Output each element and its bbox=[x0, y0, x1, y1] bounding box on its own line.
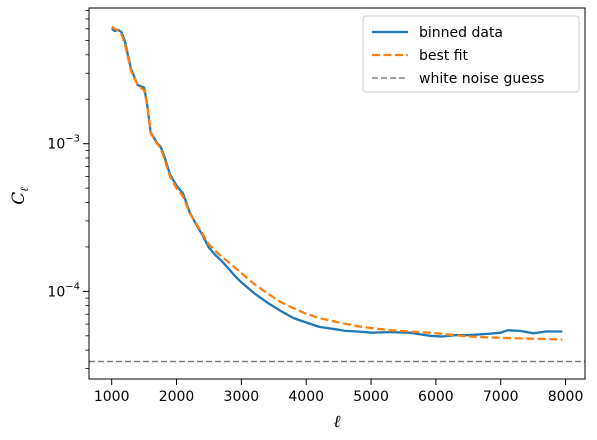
series-line-1 bbox=[111, 25, 563, 341]
legend-box bbox=[362, 15, 580, 93]
axes-frame bbox=[88, 7, 586, 380]
y-axis-label-group: Cℓ bbox=[9, 187, 31, 205]
series-layer bbox=[89, 25, 585, 363]
series-line-0 bbox=[111, 27, 563, 338]
y-axis-label: Cℓ bbox=[9, 187, 31, 205]
x-tick-label-3: 4000 bbox=[288, 389, 324, 405]
y-axis-label-subscript: ℓ bbox=[18, 187, 31, 192]
legend: binned data best fit white noise guess bbox=[362, 15, 580, 93]
x-tick-label-6: 7000 bbox=[483, 389, 519, 405]
y-tick-label-0: 10−3 bbox=[47, 134, 80, 153]
legend-label-1: best fit bbox=[419, 48, 469, 64]
x-tick-label-1: 2000 bbox=[159, 389, 195, 405]
x-tick-label-4: 5000 bbox=[353, 389, 389, 405]
x-tick-label-0: 1000 bbox=[94, 389, 130, 405]
legend-label-2: white noise guess bbox=[419, 71, 544, 87]
x-tick-label-7: 8000 bbox=[548, 389, 584, 405]
x-axis-label: ℓ bbox=[333, 412, 340, 432]
x-tick-label-5: 6000 bbox=[418, 389, 454, 405]
legend-label-0: binned data bbox=[419, 25, 503, 41]
y-tick-label-1: 10−4 bbox=[47, 281, 80, 300]
y-axis-label-main: C bbox=[9, 192, 29, 205]
x-tick-label-2: 3000 bbox=[224, 389, 260, 405]
axes-layer: 1000 2000 3000 4000 5000 6000 7000 8000 10−3 10−4 bbox=[47, 9, 584, 405]
